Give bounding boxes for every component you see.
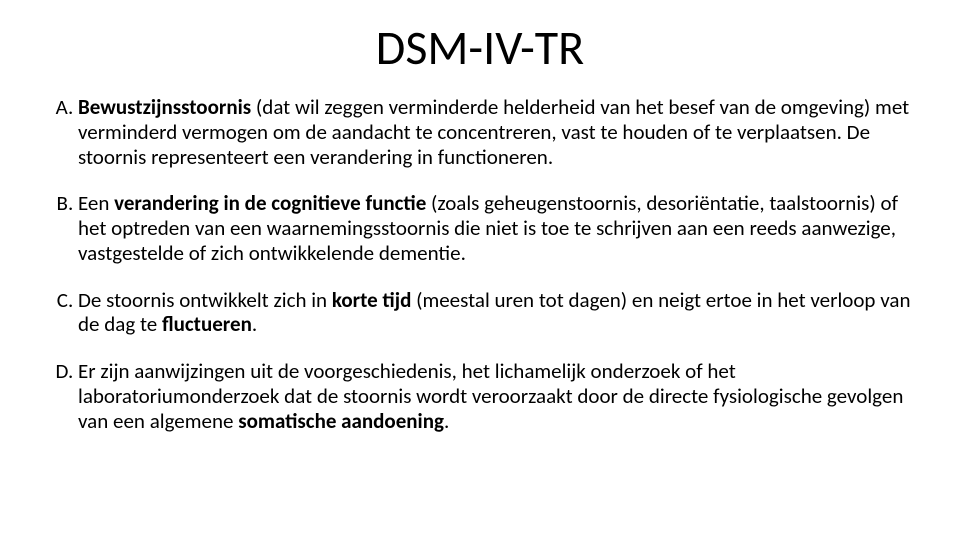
criterion-item: De stoornis ontwikkelt zich in korte tij… [78, 288, 916, 338]
criterion-text: De stoornis ontwikkelt zich in [78, 287, 332, 313]
criterion-item: Bewustzijnsstoornis (dat wil zeggen verm… [78, 95, 916, 169]
criterion-text: . [252, 311, 257, 337]
criterion-bold: verandering in de cognitieve functie [114, 190, 426, 216]
criterion-bold: somatische aandoening [238, 408, 444, 434]
criterion-bold: fluctueren [162, 311, 252, 337]
page-title: DSM-IV-TR [44, 18, 916, 77]
criterion-bold: Bewustzijnsstoornis [78, 94, 251, 120]
criterion-text: . [444, 408, 449, 434]
criterion-text: Er zijn aanwijzingen uit de voorgeschied… [78, 358, 903, 434]
criterion-text: Een [78, 190, 114, 216]
criterion-item: Er zijn aanwijzingen uit de voorgeschied… [78, 359, 916, 433]
document-page: DSM-IV-TR Bewustzijnsstoornis (dat wil z… [0, 0, 960, 553]
criteria-list: Bewustzijnsstoornis (dat wil zeggen verm… [44, 95, 916, 433]
criterion-item: Een verandering in de cognitieve functie… [78, 191, 916, 265]
criterion-bold: korte tijd [332, 287, 412, 313]
